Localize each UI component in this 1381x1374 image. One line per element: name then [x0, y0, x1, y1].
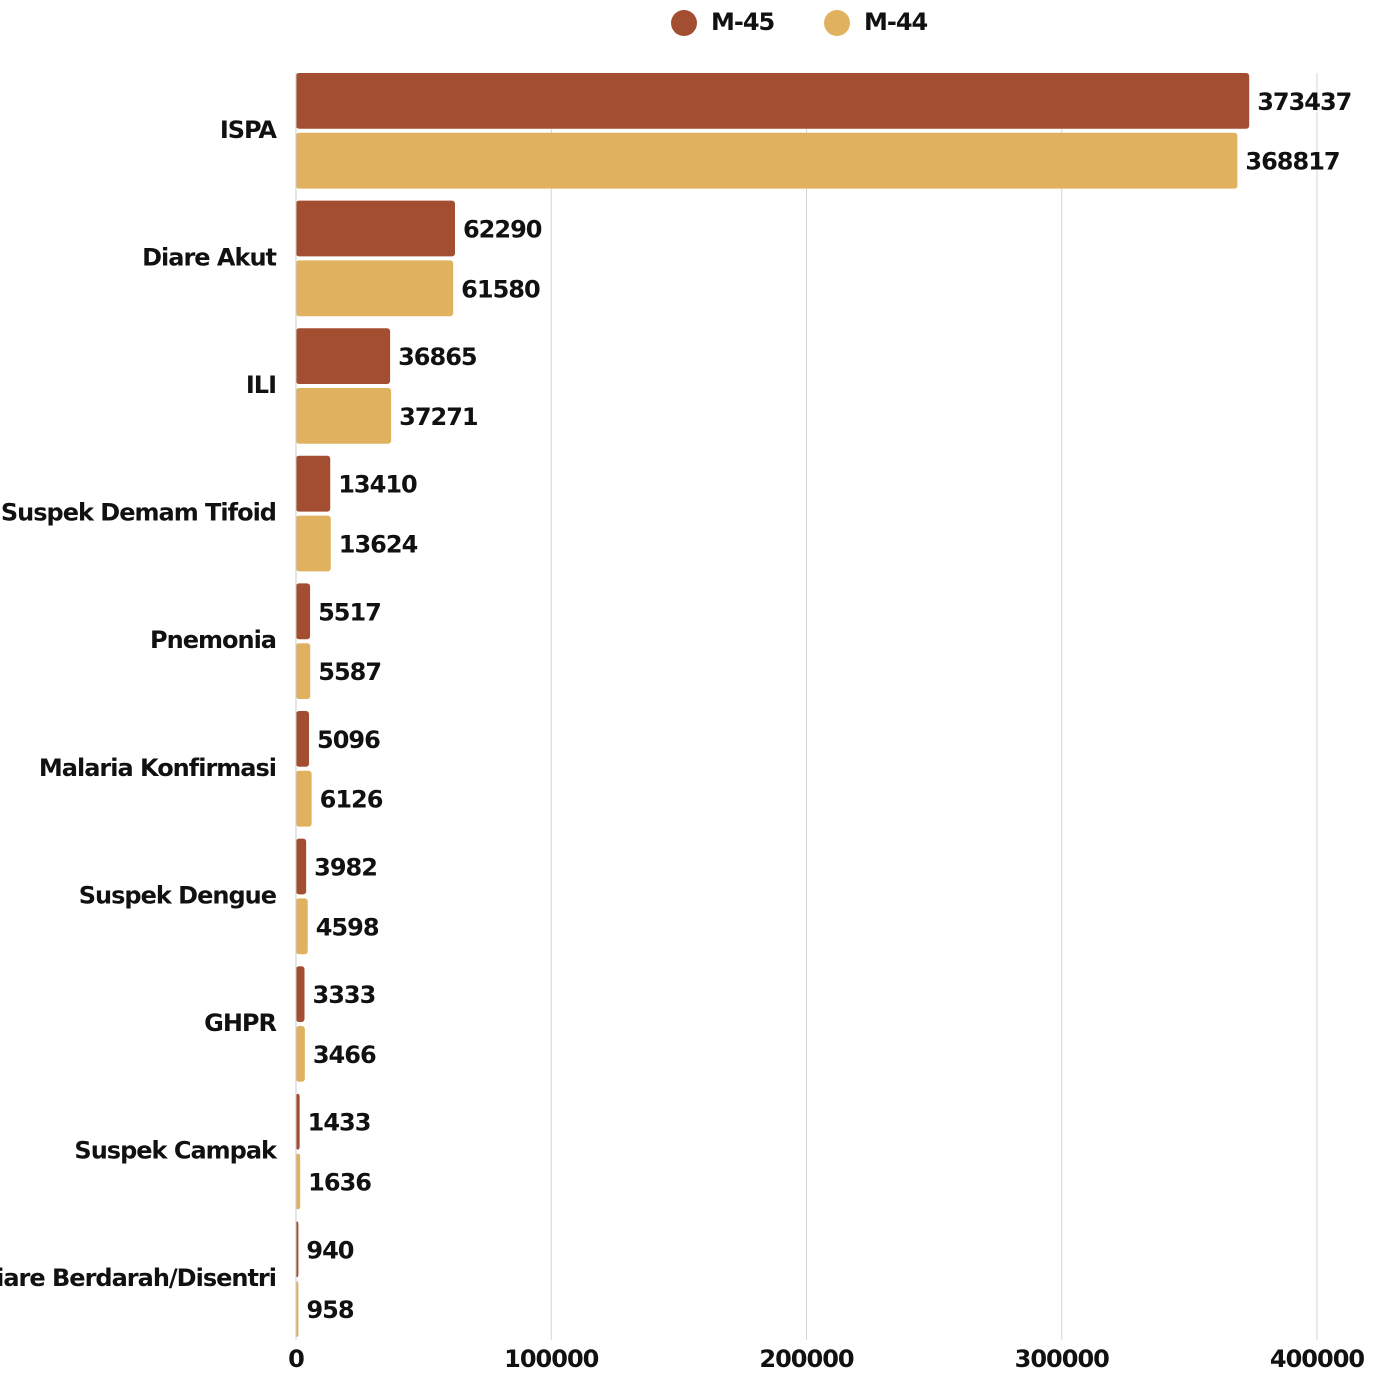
bar [296, 966, 305, 1022]
value-label: 62290 [463, 216, 542, 244]
value-label: 368817 [1245, 148, 1339, 176]
legend-marker [671, 10, 697, 36]
bar [296, 770, 312, 827]
value-label: 4598 [316, 913, 379, 941]
bar [296, 898, 308, 955]
value-label: 36865 [398, 343, 477, 371]
value-label: 1636 [308, 1169, 371, 1197]
bar [296, 1153, 301, 1210]
y-tick-label: Diare Akut [142, 243, 276, 271]
bar [296, 455, 331, 512]
bar [296, 1026, 305, 1082]
bar [296, 583, 311, 640]
bar [296, 73, 1250, 129]
bar [296, 1281, 299, 1337]
value-label: 5096 [317, 726, 380, 754]
value-label: 1433 [308, 1109, 371, 1137]
legend-marker [824, 10, 850, 36]
value-label: 37271 [399, 403, 478, 431]
value-label: 13624 [339, 531, 418, 559]
y-tick-label: GHPR [204, 1009, 276, 1037]
bar [296, 200, 455, 257]
value-label: 61580 [461, 275, 540, 303]
value-label: 6126 [320, 786, 383, 814]
value-label: 958 [306, 1296, 353, 1324]
bar [296, 1093, 300, 1150]
bar [296, 388, 392, 444]
value-label: 5517 [318, 598, 381, 626]
legend-label: M-44 [864, 8, 928, 36]
bar [296, 515, 331, 572]
y-tick-label: Malaria Konfirmasi [39, 754, 276, 782]
y-tick-label: Suspek Campak [74, 1137, 278, 1165]
value-label: 3982 [314, 854, 377, 882]
x-tick-label: 200000 [759, 1345, 853, 1373]
y-tick-label: Diare Berdarah/Disentri [0, 1264, 276, 1292]
value-label: 3333 [313, 981, 376, 1009]
bar [296, 838, 307, 895]
bar [296, 643, 311, 699]
bar [296, 132, 1238, 189]
bar [296, 328, 391, 384]
bar [296, 711, 310, 767]
bar [296, 1221, 299, 1278]
x-tick-label: 0 [288, 1345, 304, 1373]
value-label: 940 [306, 1236, 353, 1264]
y-tick-label: Suspek Dengue [79, 881, 277, 909]
x-tick-label: 400000 [1270, 1345, 1364, 1373]
y-tick-label: Pnemonia [150, 626, 276, 654]
value-label: 5587 [318, 658, 381, 686]
legend-label: M-45 [711, 8, 775, 36]
y-tick-label: ILI [246, 371, 276, 399]
value-label: 13410 [338, 471, 417, 499]
value-label: 3466 [313, 1041, 376, 1069]
x-tick-label: 300000 [1015, 1345, 1109, 1373]
y-tick-label: Suspek Demam Tifoid [1, 499, 276, 527]
x-tick-label: 100000 [504, 1345, 598, 1373]
value-label: 373437 [1257, 88, 1351, 116]
y-tick-label: ISPA [220, 116, 278, 144]
bar [296, 260, 454, 317]
